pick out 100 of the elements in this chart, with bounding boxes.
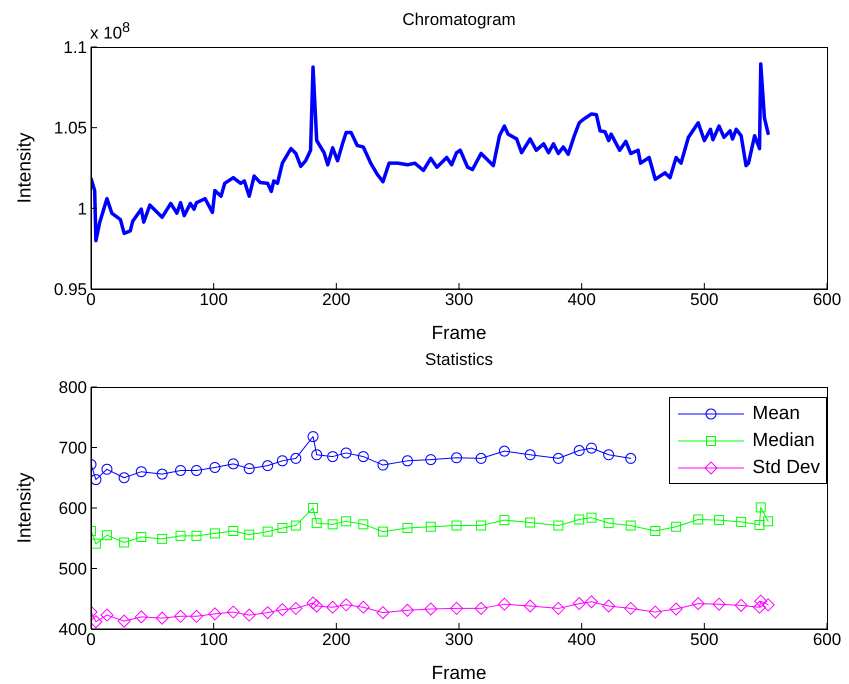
point xyxy=(763,516,774,526)
point xyxy=(670,602,683,616)
point xyxy=(476,520,486,531)
point xyxy=(134,610,148,624)
point xyxy=(119,537,130,548)
x-tick-label: 600 xyxy=(812,290,842,310)
point xyxy=(525,518,536,528)
point xyxy=(136,466,147,478)
point xyxy=(102,530,112,540)
x-tick-label: 500 xyxy=(690,290,719,310)
point xyxy=(340,598,353,612)
point xyxy=(276,603,289,616)
point xyxy=(327,451,338,462)
point xyxy=(586,442,597,454)
point xyxy=(261,606,274,620)
point xyxy=(209,462,220,473)
y-tick-label: 600 xyxy=(58,499,87,518)
y-tick-label: 1.1 xyxy=(63,38,87,58)
x-tick-label: 200 xyxy=(322,630,351,650)
point xyxy=(552,602,565,615)
point xyxy=(753,600,766,614)
point xyxy=(262,526,273,537)
point xyxy=(310,600,324,613)
point xyxy=(498,598,511,611)
y-tick-label: 500 xyxy=(58,560,87,579)
point xyxy=(290,520,301,531)
point xyxy=(358,451,369,462)
point xyxy=(586,512,596,523)
point xyxy=(326,600,340,614)
legend-label: Median xyxy=(752,430,815,452)
point xyxy=(693,514,704,524)
y-tick-label: 0.95 xyxy=(54,280,87,300)
text: x 10$^{8}$ xyxy=(90,20,130,44)
point xyxy=(624,602,638,615)
point xyxy=(356,600,370,614)
point xyxy=(572,597,586,610)
point xyxy=(712,598,726,611)
point xyxy=(191,530,202,541)
point xyxy=(452,520,462,531)
chart-title: Statistics xyxy=(424,350,494,370)
point xyxy=(499,515,510,526)
point xyxy=(756,502,766,512)
point xyxy=(552,452,564,464)
point xyxy=(312,518,322,528)
x-tick-label: 500 xyxy=(690,630,719,650)
point xyxy=(276,455,288,466)
point xyxy=(101,464,112,475)
y-tick-label: 1 xyxy=(78,199,87,218)
point xyxy=(626,520,636,531)
point xyxy=(425,454,436,466)
point xyxy=(376,606,390,620)
point xyxy=(156,612,169,625)
y-tick-label: 1.05 xyxy=(54,118,87,138)
point xyxy=(553,520,564,531)
x-tick-label: 300 xyxy=(444,290,474,310)
point xyxy=(648,606,662,619)
y-tick-label: 800 xyxy=(58,378,87,398)
point xyxy=(289,602,302,615)
x-tick-label: 200 xyxy=(322,290,351,310)
point xyxy=(340,447,352,458)
point xyxy=(91,474,102,486)
point xyxy=(118,472,130,484)
x-tick-label: 100 xyxy=(199,630,228,650)
point xyxy=(377,460,388,471)
point xyxy=(692,597,705,610)
point xyxy=(498,446,510,457)
point xyxy=(574,514,584,524)
point xyxy=(574,445,585,456)
y-axis-title: Intensity xyxy=(14,472,36,544)
point xyxy=(174,610,188,623)
point xyxy=(290,452,302,464)
point xyxy=(714,515,724,526)
x-tick-label: 0 xyxy=(86,630,96,650)
point xyxy=(602,600,616,613)
point xyxy=(242,608,256,622)
point xyxy=(671,522,682,532)
point xyxy=(308,431,319,442)
point xyxy=(311,449,322,460)
point xyxy=(156,468,168,480)
point xyxy=(754,594,768,608)
x-tick-label: 600 xyxy=(812,630,842,650)
point xyxy=(210,528,220,538)
point xyxy=(100,608,114,622)
point xyxy=(474,602,488,615)
chart-title: Chromatogram xyxy=(402,10,516,29)
point xyxy=(451,452,462,464)
point xyxy=(378,526,388,537)
point xyxy=(650,526,660,536)
point xyxy=(157,534,168,544)
point xyxy=(244,463,255,474)
point xyxy=(175,464,186,476)
point xyxy=(208,607,222,620)
x-axis-title: Frame xyxy=(432,323,486,344)
point xyxy=(341,516,352,526)
point xyxy=(584,595,598,608)
point xyxy=(734,598,748,612)
y-axis-title: Intensity xyxy=(14,132,36,204)
point xyxy=(524,449,536,460)
point xyxy=(277,522,288,533)
point xyxy=(262,460,274,472)
